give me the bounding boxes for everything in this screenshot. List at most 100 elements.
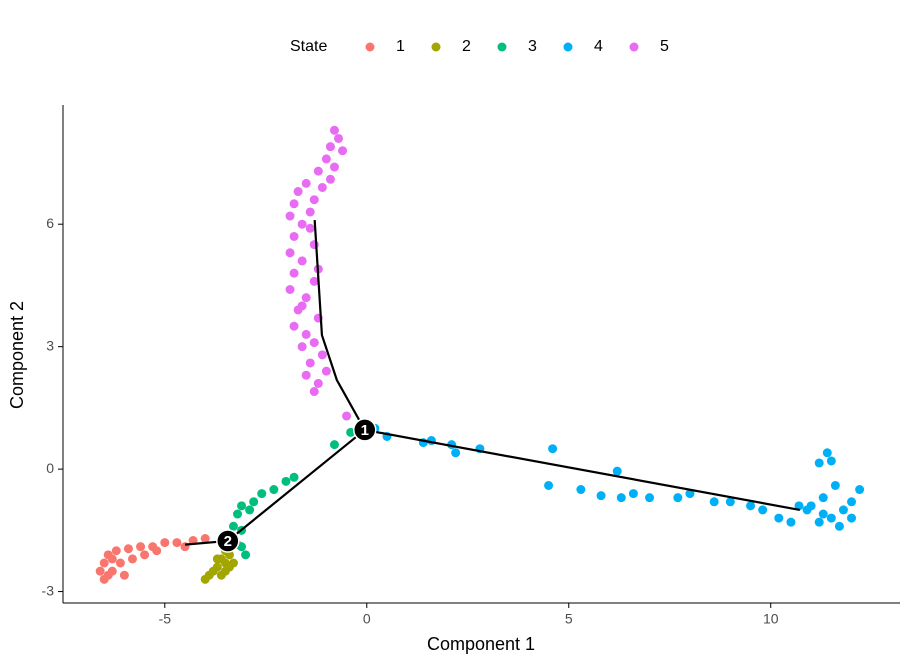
point — [321, 154, 331, 164]
point — [285, 211, 295, 221]
point — [826, 456, 836, 466]
point — [289, 268, 299, 278]
point — [818, 493, 828, 503]
y-tick-label: 6 — [46, 215, 54, 231]
point — [297, 256, 307, 266]
point — [237, 542, 247, 552]
point — [628, 489, 638, 499]
point — [794, 501, 804, 511]
point — [834, 521, 844, 531]
point — [301, 293, 311, 303]
branch-label: 2 — [224, 533, 232, 550]
point — [725, 497, 735, 507]
point — [814, 517, 824, 527]
point — [596, 491, 606, 501]
legend-swatch — [629, 42, 639, 52]
point — [612, 466, 622, 476]
point — [305, 207, 315, 217]
point — [200, 574, 210, 584]
point — [329, 162, 339, 172]
legend-label: 4 — [594, 38, 603, 55]
point — [746, 501, 756, 511]
point — [814, 458, 824, 468]
point — [317, 350, 327, 360]
point — [329, 125, 339, 135]
point — [338, 146, 348, 156]
point — [333, 133, 343, 143]
y-axis-title: Component 2 — [7, 301, 27, 409]
point — [451, 448, 461, 458]
legend-title: State — [290, 38, 327, 55]
point — [115, 558, 125, 568]
point — [289, 199, 299, 209]
point — [257, 489, 267, 499]
point — [289, 472, 299, 482]
point — [241, 550, 251, 560]
x-tick-label: 0 — [363, 611, 371, 627]
y-tick-label: 3 — [46, 337, 54, 353]
point — [95, 566, 105, 576]
point — [172, 538, 182, 548]
point — [830, 480, 840, 490]
point — [289, 231, 299, 241]
point — [99, 558, 109, 568]
point — [111, 546, 121, 556]
point — [309, 387, 319, 397]
point — [281, 476, 291, 486]
point — [152, 546, 162, 556]
point — [285, 248, 295, 258]
legend-label: 3 — [528, 38, 537, 55]
point — [212, 554, 222, 564]
point — [346, 427, 356, 437]
branch-label: 1 — [361, 422, 369, 439]
trajectory-line — [364, 428, 801, 512]
point — [855, 485, 865, 495]
point — [237, 501, 247, 511]
legend-swatch — [563, 42, 573, 52]
point — [289, 321, 299, 331]
point — [301, 178, 311, 188]
point — [136, 542, 146, 552]
x-tick-label: 10 — [763, 611, 779, 627]
point — [297, 342, 307, 352]
point — [822, 448, 832, 458]
point — [127, 554, 137, 564]
point — [224, 562, 234, 572]
point — [818, 509, 828, 519]
branch-point — [216, 529, 240, 553]
point — [160, 538, 170, 548]
point — [293, 187, 303, 197]
point — [249, 497, 259, 507]
legend-swatch — [431, 42, 441, 52]
point — [673, 493, 683, 503]
point — [325, 142, 335, 152]
point — [119, 570, 129, 580]
point — [313, 378, 323, 388]
legend-swatch — [365, 42, 375, 52]
point — [685, 489, 695, 499]
point — [321, 366, 331, 376]
point — [774, 513, 784, 523]
point — [645, 493, 655, 503]
point — [548, 444, 558, 454]
point — [200, 534, 210, 544]
point — [123, 544, 133, 554]
point — [838, 505, 848, 515]
point — [216, 570, 226, 580]
point — [616, 493, 626, 503]
x-axis-title: Component 1 — [427, 634, 535, 654]
point — [309, 195, 319, 205]
point — [847, 497, 857, 507]
point — [309, 338, 319, 348]
x-tick-label: -5 — [159, 611, 172, 627]
legend-label: 1 — [396, 38, 405, 55]
point — [301, 370, 311, 380]
point — [305, 223, 315, 233]
point — [228, 521, 238, 531]
point — [329, 440, 339, 450]
point — [297, 301, 307, 311]
point — [313, 166, 323, 176]
point — [576, 485, 586, 495]
trajectory-line — [227, 429, 366, 542]
